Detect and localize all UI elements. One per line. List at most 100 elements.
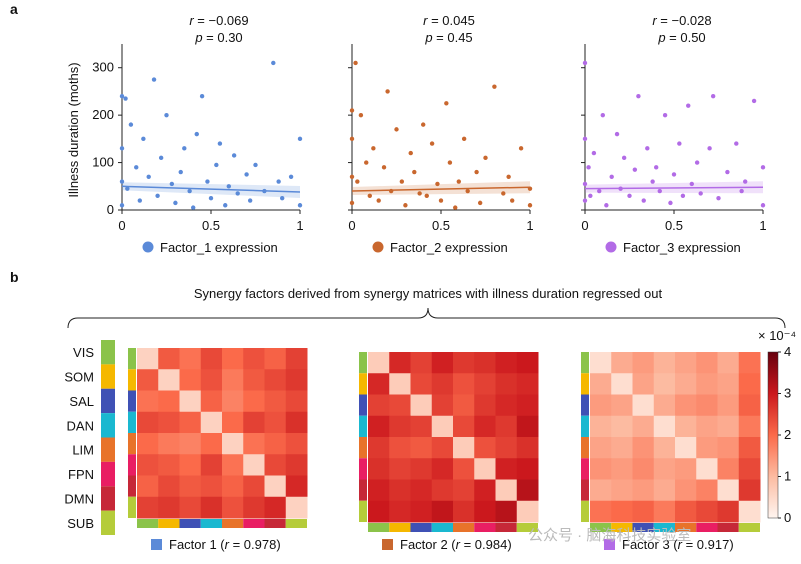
point: [403, 203, 408, 208]
point: [461, 136, 467, 142]
heat-cell: [516, 458, 539, 480]
stat-value: = −0.069: [194, 13, 249, 28]
heat-cell: [738, 500, 761, 523]
point: [604, 203, 609, 208]
point: [435, 181, 440, 187]
heat-cell: [516, 437, 539, 459]
network-strip: [431, 523, 453, 532]
point: [760, 203, 766, 208]
heat-cell: [516, 500, 539, 523]
network-bar: [101, 364, 115, 389]
point: [214, 162, 219, 168]
heat-cell: [495, 352, 518, 374]
network-strip: [653, 523, 675, 532]
heat-cell: [474, 458, 496, 480]
network-bar: [101, 486, 115, 511]
network-strip: [581, 500, 589, 522]
heat-cell: [632, 415, 655, 438]
point: [381, 165, 387, 170]
heat-cell: [179, 496, 202, 519]
network-label: SAL: [69, 394, 94, 409]
point: [707, 146, 712, 151]
heat-cell: [222, 348, 244, 370]
heat-cell: [368, 458, 390, 480]
network-strip: [581, 415, 589, 437]
heat-cell: [653, 500, 676, 523]
point: [280, 195, 285, 201]
caption-symbol: r: [225, 537, 230, 552]
point: [456, 179, 461, 184]
heat-cell: [495, 373, 518, 395]
network-strip: [179, 519, 201, 528]
heat-cell: [410, 415, 433, 438]
heat-cell: [632, 437, 655, 459]
heat-cell: [431, 458, 454, 480]
stat-symbol: p: [194, 30, 202, 45]
point: [371, 146, 376, 151]
heat-cell: [285, 433, 308, 455]
network-strip: [368, 523, 390, 532]
heat-cell: [137, 475, 159, 498]
heat-cell: [179, 369, 202, 391]
network-strip: [632, 523, 654, 532]
heat-cell: [611, 479, 633, 502]
heat-cell: [717, 352, 740, 374]
heat-cell: [158, 433, 180, 455]
network-strip: [128, 475, 136, 497]
fit-line: [121, 185, 301, 193]
heat-cell: [738, 415, 761, 438]
point: [609, 174, 614, 179]
caption-text: = 0.978): [229, 537, 281, 552]
heat-cell: [410, 479, 433, 502]
network-bar: [101, 461, 115, 487]
network-label: SOM: [64, 370, 94, 385]
point: [483, 155, 488, 161]
fit-band: [122, 182, 300, 198]
heat-cell: [158, 411, 180, 434]
heat-cell: [474, 437, 496, 459]
point: [465, 188, 470, 194]
heat-cell: [495, 458, 518, 480]
heat-cell: [717, 458, 740, 480]
point: [501, 191, 506, 196]
point: [510, 198, 515, 203]
y-tick-label: 200: [92, 107, 114, 122]
x-tick-label: 0.5: [202, 218, 220, 233]
point: [151, 77, 157, 82]
point: [671, 172, 677, 177]
heat-cell: [158, 390, 180, 413]
point: [226, 184, 231, 189]
heat-cell: [431, 394, 454, 417]
network-strip: [389, 523, 411, 532]
heat-cell: [222, 496, 244, 519]
stat-r: r = −0.028: [652, 13, 711, 28]
heat-cell: [200, 411, 223, 434]
heat-cell: [717, 373, 740, 395]
stat-symbol: r: [652, 13, 657, 28]
heat-cell: [222, 454, 244, 476]
heat-cell: [717, 479, 740, 502]
stat-symbol: p: [424, 30, 432, 45]
network-bar: [101, 413, 115, 438]
legend-label: Factor_3 expression: [623, 240, 741, 255]
point: [376, 198, 381, 203]
heat-cell: [179, 411, 202, 434]
fit-band: [352, 181, 530, 196]
point: [668, 200, 673, 206]
network-strip: [359, 415, 367, 437]
point: [743, 179, 748, 184]
point: [247, 198, 253, 203]
x-tick-label: 0.5: [432, 218, 450, 233]
point: [492, 84, 497, 89]
heat-cell: [137, 411, 159, 434]
heat-cell: [653, 479, 676, 502]
heat-cell: [474, 373, 496, 395]
network-label: SUB: [67, 516, 94, 531]
heat-cell: [410, 373, 433, 395]
legend-marker: [142, 241, 154, 253]
heat-cell: [222, 369, 244, 391]
point: [191, 205, 196, 210]
point: [231, 153, 237, 158]
point: [223, 203, 228, 208]
